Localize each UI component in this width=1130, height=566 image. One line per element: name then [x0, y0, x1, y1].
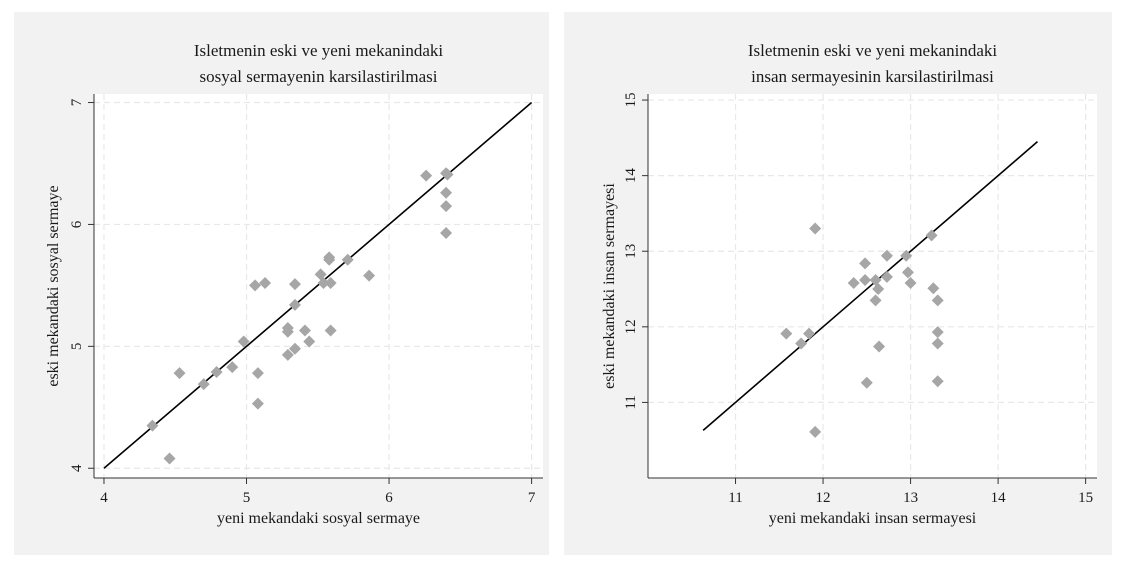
x-tick-label: 6: [385, 490, 393, 506]
chart-title-line: insan sermayesinin karsilastirilmasi: [751, 67, 994, 86]
data-point: [860, 376, 873, 389]
data-point: [901, 266, 914, 279]
y-tick-label: 15: [623, 93, 639, 108]
data-point: [303, 335, 316, 348]
data-point: [249, 279, 262, 292]
data-point: [931, 326, 944, 339]
x-tick-label: 15: [1078, 490, 1093, 506]
data-point: [869, 273, 882, 286]
data-point: [869, 294, 882, 307]
data-point: [927, 282, 940, 295]
data-point: [317, 276, 330, 289]
data-point: [931, 337, 944, 350]
data-point: [441, 168, 454, 181]
data-point: [251, 397, 264, 410]
data-point: [281, 325, 294, 338]
data-point: [341, 253, 354, 266]
data-point: [288, 342, 301, 355]
x-tick-label: 12: [816, 490, 831, 506]
y-tick-label: 14: [623, 168, 639, 184]
data-point: [363, 269, 376, 282]
data-point: [210, 365, 223, 378]
data-point: [900, 249, 913, 262]
reference-line: [103, 101, 533, 469]
data-point: [197, 378, 210, 391]
y-tick-label: 12: [623, 319, 639, 334]
data-point: [880, 249, 893, 262]
chart-insan-sermayesi: 11 12 13 14 15 11 12 13 14 15 Isletmenin eski ve y…: [564, 12, 1112, 555]
data-point: [324, 324, 337, 337]
data-point: [298, 324, 311, 337]
data-point: [859, 273, 872, 286]
data-point: [904, 276, 917, 289]
x-tick-label: 13: [903, 490, 918, 506]
data-point: [809, 222, 822, 235]
x-axis-label: yeni mekandaki sosyal sermaye: [217, 510, 420, 527]
data-point: [324, 276, 337, 289]
data-point: [420, 169, 433, 182]
data-point: [288, 298, 301, 311]
data-point: [440, 226, 453, 239]
reference-line: [702, 141, 1039, 431]
data-point: [146, 419, 159, 432]
y-tick-label: 4: [69, 464, 85, 472]
y-tick-label: 5: [69, 343, 85, 351]
data-point: [795, 337, 808, 350]
x-tick-label: 5: [243, 490, 251, 506]
data-point: [281, 348, 294, 361]
data-point: [259, 276, 272, 289]
y-tick-label: 13: [623, 244, 639, 259]
data-point: [780, 327, 793, 340]
data-point: [873, 340, 886, 353]
x-tick-label: 11: [728, 490, 742, 506]
x-axis-label: yeni mekandaki insan sermayesi: [769, 510, 977, 527]
chart-title-line: sosyal sermayenin karsilastirilmasi: [200, 67, 438, 86]
x-tick-label: 7: [528, 490, 536, 506]
chart-sosyal-sermaye: 4 5 6 7 4 5 6 7 Isletmenin eski ve yeni mekanind…: [14, 12, 549, 555]
data-point: [323, 253, 336, 266]
data-point: [859, 257, 872, 270]
x-tick-label: 14: [991, 490, 1007, 506]
data-point: [931, 375, 944, 388]
data-point: [880, 270, 893, 283]
y-axis-label: eski mekandaki sosyal sermaye: [45, 185, 62, 386]
data-point: [440, 186, 453, 199]
data-point: [809, 425, 822, 438]
chart-title-line: Isletmenin eski ve yeni mekanindaki: [194, 41, 444, 60]
data-point: [931, 294, 944, 307]
data-point: [173, 367, 186, 380]
y-tick-label: 7: [69, 98, 85, 106]
plot-area: [94, 94, 543, 478]
y-tick-label: 11: [623, 395, 639, 409]
data-point: [803, 327, 816, 340]
chart-title-line: Isletmenin eski ve yeni mekanindaki: [748, 41, 998, 60]
y-tick-label: 6: [69, 220, 85, 228]
data-point: [163, 452, 176, 465]
data-point: [226, 361, 239, 374]
data-point: [440, 200, 453, 213]
data-point: [288, 278, 301, 291]
data-point: [237, 335, 250, 348]
y-axis-label: eski mekandaki insan sermayesi: [601, 183, 618, 389]
data-point: [925, 229, 938, 242]
x-tick-label: 4: [100, 490, 108, 506]
data-point: [872, 283, 885, 296]
data-point: [251, 367, 264, 380]
data-point: [847, 276, 860, 289]
